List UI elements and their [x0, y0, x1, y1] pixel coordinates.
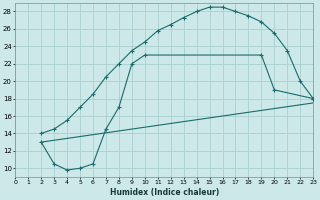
- X-axis label: Humidex (Indice chaleur): Humidex (Indice chaleur): [110, 188, 219, 197]
